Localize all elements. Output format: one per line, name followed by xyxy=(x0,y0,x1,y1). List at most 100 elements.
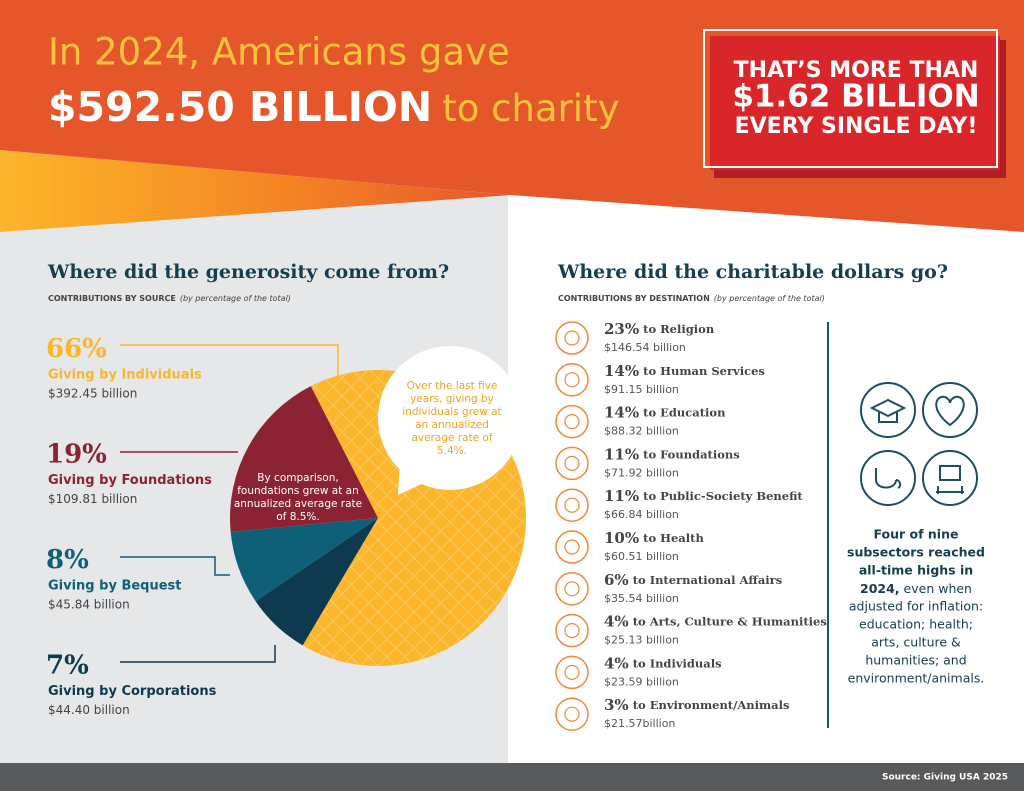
destination-icon xyxy=(555,613,589,648)
destination-title: 23% to Religion xyxy=(604,320,715,338)
destination-percent: 11% xyxy=(604,445,639,463)
subtitle: CONTRIBUTIONS BY SOURCE xyxy=(48,294,176,303)
header-tail: to charity xyxy=(442,87,619,130)
destination-icon-inner xyxy=(564,414,580,430)
category-label: Giving by Corporations xyxy=(48,684,217,699)
value-label: 7% xyxy=(46,651,89,681)
destination-icon-inner xyxy=(564,372,580,388)
destination-icon-inner xyxy=(564,539,580,555)
destination-amount: $23.59 billion xyxy=(604,675,679,688)
destination-title: 11% to Public-Society Benefit xyxy=(604,487,803,505)
icon-environment xyxy=(922,382,978,438)
category-label: Giving by Foundations xyxy=(48,473,212,488)
callout-text: THAT’S MORE THAN xyxy=(734,58,979,83)
annotation-line: average rate of xyxy=(411,432,492,444)
destination-icon-inner xyxy=(564,330,580,346)
destination-icon xyxy=(555,655,589,690)
destination-percent: 4% xyxy=(604,613,629,631)
annotation-line: of 8.5%. xyxy=(276,511,319,523)
section-title: Where did the charitable dollars go? xyxy=(557,261,948,283)
annotation-line: By comparison, xyxy=(257,472,338,484)
destination-title: 10% to Health xyxy=(604,529,704,547)
amount: $109.81 billion xyxy=(48,492,137,506)
destination-label: to Health xyxy=(643,531,704,545)
destination-percent: 14% xyxy=(604,404,639,422)
destination-amount: $66.84 billion xyxy=(604,508,679,521)
destination-percent: 4% xyxy=(604,654,629,672)
section-subtitle: CONTRIBUTIONS BY SOURCE (by percentage of… xyxy=(48,294,291,303)
header-line2: $592.50 BILLION to charity xyxy=(48,83,619,131)
note-line: humanities; and xyxy=(865,653,966,668)
destination-percent: 11% xyxy=(604,487,639,505)
destination-icon xyxy=(555,404,589,439)
callout-text: EVERY SINGLE DAY! xyxy=(735,114,978,139)
destination-amount: $60.51 billion xyxy=(604,550,679,563)
destination-label: to Religion xyxy=(643,322,715,336)
destination-icon-inner xyxy=(564,497,580,513)
callout-frame xyxy=(703,29,998,168)
destination-title: 6% to International Affairs xyxy=(604,571,782,589)
category-label: Giving by Bequest xyxy=(48,579,182,594)
icon-shape xyxy=(869,398,907,423)
note-line: arts, culture & xyxy=(871,635,961,650)
arrows xyxy=(120,344,339,663)
destination-icon-inner xyxy=(564,581,580,597)
source: Source: Giving USA 2025 xyxy=(882,773,1008,783)
destination-icon-inner xyxy=(564,706,580,722)
destination-title: 3% to Environment/Animals xyxy=(604,696,789,714)
destination-list: 23% to Religion $146.54 billion 14% to Human… xyxy=(555,320,827,731)
sector-icons xyxy=(860,382,978,506)
destination-amount: $91.15 billion xyxy=(604,383,679,396)
destination-icon xyxy=(555,488,589,522)
amount: $45.84 billion xyxy=(48,598,130,612)
value-label: 8% xyxy=(46,545,89,575)
amount: $392.45 billion xyxy=(48,387,137,401)
note-text: even when xyxy=(904,581,972,596)
arrow xyxy=(120,556,230,576)
note-bold: 2024, xyxy=(860,581,900,596)
destination-title: 14% to Education xyxy=(604,404,726,422)
icon-education xyxy=(860,382,916,438)
note-line: 2024, even when xyxy=(860,581,972,596)
callout-box xyxy=(710,36,1000,170)
note-line: all-time highs in xyxy=(859,563,973,578)
annotation: By comparison, foundations grew at an annu… xyxy=(234,472,362,523)
annotation-line: 5.4%. xyxy=(437,445,467,457)
destination-label: to Human Services xyxy=(643,364,765,378)
destination-icon-inner xyxy=(564,622,580,639)
section-subtitle: CONTRIBUTIONS BY DESTINATION (by percenta… xyxy=(558,294,825,303)
legend: 66% Giving by Individuals $392.45 billion 1… xyxy=(46,334,217,717)
arrow xyxy=(120,645,276,663)
destination-amount: $35.54 billion xyxy=(604,592,679,605)
annotation-line: individuals grew at xyxy=(402,406,501,418)
destination-percent: 10% xyxy=(604,529,639,547)
destination-amount: $25.13 billion xyxy=(604,634,679,647)
pie-slice xyxy=(255,518,378,646)
destination-label: to Public-Society Benefit xyxy=(643,489,803,503)
destination-percent: 14% xyxy=(604,362,639,380)
destination-icon xyxy=(555,572,589,606)
destination-amount: $146.54 billion xyxy=(604,341,686,354)
section-title: Where did the generosity come from? xyxy=(47,261,449,283)
destination-icon xyxy=(555,697,589,731)
destination-label: to Individuals xyxy=(633,656,722,670)
destination-icon-inner xyxy=(564,455,580,471)
footer xyxy=(0,763,1024,791)
annotations: Over the last five years, giving by indivi… xyxy=(234,380,502,523)
note: Four of nine subsectors reached all-time h… xyxy=(847,527,985,686)
icon-shape xyxy=(935,395,965,427)
annotation-pointer xyxy=(398,460,430,495)
header-line1: In 2024, Americans gave xyxy=(48,31,510,74)
value-label: 19% xyxy=(46,440,107,470)
amount: $44.40 billion xyxy=(48,703,130,717)
annotation-line: years, giving by xyxy=(410,393,494,405)
destination-title: 11% to Foundations xyxy=(604,445,740,463)
annotation-line: foundations grew at an xyxy=(237,485,359,497)
value-label: 66% xyxy=(46,334,107,364)
icon-health xyxy=(860,450,916,506)
icon-shape xyxy=(875,468,902,489)
header-wedge xyxy=(0,150,510,232)
subtitle: CONTRIBUTIONS BY DESTINATION xyxy=(558,294,710,303)
subtitle-note: (by percentage of the total) xyxy=(180,294,291,303)
